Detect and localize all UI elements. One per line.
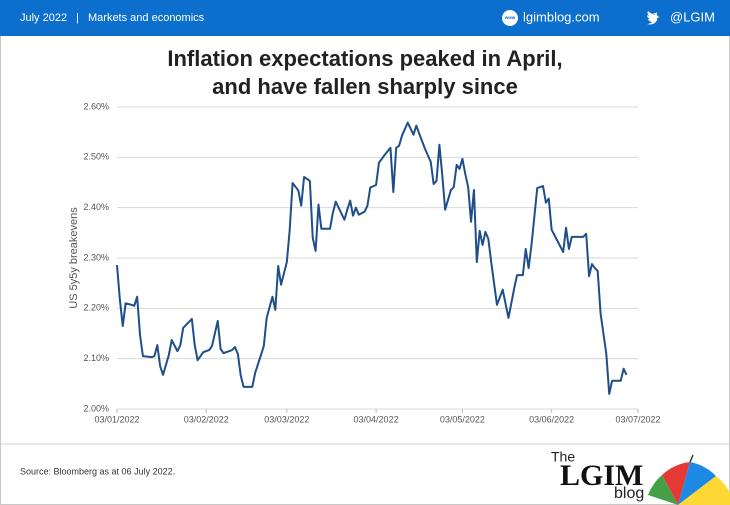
header-section: Markets and economics — [88, 12, 205, 24]
y-axis-label: US 5y5y breakevens — [68, 207, 80, 309]
logo-blog: blog — [614, 485, 644, 502]
x-tick-label: 03/06/2022 — [529, 414, 574, 424]
logo-name: LGIM — [560, 459, 643, 492]
logo-umbrella — [648, 454, 730, 505]
header-date: July 2022 — [20, 12, 67, 24]
footer-source: Source: Bloomberg as at 06 July 2022. — [20, 466, 175, 476]
x-tick-label: 03/07/2022 — [615, 414, 660, 424]
y-tick-label: 2.00% — [83, 403, 109, 413]
y-tick-label: 2.10% — [83, 353, 109, 363]
x-tick-label: 03/01/2022 — [94, 414, 139, 424]
x-tick-label: 03/05/2022 — [440, 414, 485, 424]
header-site: lgimblog.com — [523, 9, 600, 24]
y-tick-label: 2.40% — [83, 202, 109, 212]
x-tick-label: 03/03/2022 — [264, 414, 309, 424]
y-tick-label: 2.50% — [83, 152, 109, 162]
site-icon — [502, 10, 518, 26]
data-line — [116, 121, 628, 395]
header-separator: | — [76, 12, 79, 24]
twitter-icon — [647, 11, 660, 25]
site-icon-text: www — [504, 15, 516, 20]
y-tick-label: 2.60% — [83, 101, 109, 111]
plot: 2.00% 2.10% 2.20% 2.30% 2.40% 2.50% 2.60% 03/01… — [83, 101, 660, 424]
chart-title: and have fallen sharply since — [212, 74, 518, 99]
x-tick-label: 03/04/2022 — [354, 414, 399, 424]
logo-the: The — [551, 449, 575, 465]
header-twitter: @LGIM — [670, 9, 715, 24]
chart-title: Inflation expectations peaked in April, — [167, 46, 562, 71]
y-tick-label: 2.20% — [83, 303, 109, 313]
y-tick-label: 2.30% — [83, 252, 109, 262]
x-tick-label: 03/02/2022 — [184, 414, 229, 424]
header-bar — [0, 0, 730, 36]
